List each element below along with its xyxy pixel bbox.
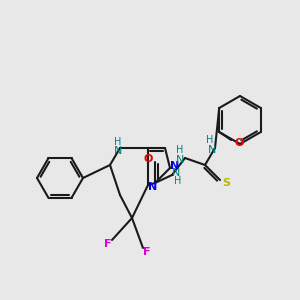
Text: N: N: [170, 161, 180, 171]
Text: N: N: [148, 182, 158, 192]
Text: H: H: [176, 145, 184, 155]
Text: N: N: [172, 168, 180, 178]
Text: O: O: [235, 138, 244, 148]
Text: S: S: [222, 178, 230, 188]
Text: F: F: [104, 239, 112, 249]
Text: H: H: [114, 137, 122, 147]
Text: F: F: [143, 247, 151, 257]
Text: N: N: [208, 145, 216, 155]
Text: N: N: [114, 146, 122, 156]
Text: H: H: [174, 176, 182, 186]
Text: H: H: [206, 135, 214, 145]
Text: N: N: [176, 155, 184, 165]
Text: O: O: [143, 154, 153, 164]
